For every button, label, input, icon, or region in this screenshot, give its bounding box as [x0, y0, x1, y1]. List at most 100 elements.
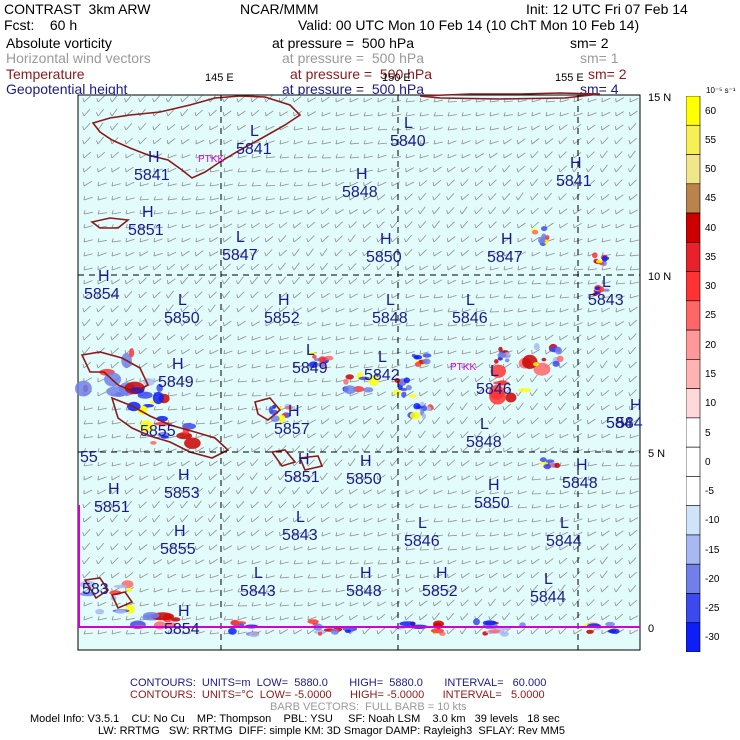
wind-barb [321, 112, 331, 117]
wind-barb [97, 501, 105, 509]
wind-barb-flag [237, 559, 239, 565]
wind-barb-flag [629, 280, 632, 285]
wind-barb [195, 515, 204, 523]
wind-barb-flag [110, 153, 113, 159]
wind-barb-flag [263, 490, 267, 495]
wind-barb-flag [97, 238, 100, 243]
wind-barb [237, 473, 245, 481]
wind-barb-flag [615, 280, 618, 285]
wind-barb-flag [531, 490, 534, 495]
wind-barb [363, 562, 373, 565]
wind-barb [321, 532, 331, 537]
wind-barb [153, 559, 162, 565]
wind-barb-flag [209, 602, 212, 607]
wind-barb-flag [152, 350, 155, 355]
wind-barb [573, 308, 583, 313]
wind-barb [349, 234, 356, 243]
wind-barb [223, 473, 232, 481]
wind-barb [209, 184, 219, 187]
wind-barb-flag [489, 266, 492, 271]
vorticity-blob [602, 288, 610, 292]
wind-barb [111, 502, 120, 509]
wind-barb [517, 599, 525, 607]
wind-barb [223, 529, 232, 537]
wind-barb-flag [475, 279, 477, 285]
wind-barb-flag [573, 209, 575, 215]
wind-barb [377, 154, 387, 159]
wind-barb-flag [587, 308, 590, 313]
wind-barb [475, 560, 485, 565]
wind-barb [545, 268, 555, 271]
wind-barb [265, 236, 274, 243]
wind-barb-flag [489, 377, 491, 383]
wind-barb-flag [83, 196, 86, 201]
wind-barb-flag [97, 630, 100, 635]
wind-barb [601, 281, 611, 285]
wind-barb-flag [138, 560, 141, 565]
wind-barb-flag [502, 196, 505, 201]
wind-barb [531, 282, 542, 285]
vorticity-blob [409, 411, 421, 420]
wind-barb-flag [628, 574, 631, 579]
wind-barb-flag [222, 476, 225, 481]
wind-barb [629, 254, 639, 257]
wind-barb [601, 97, 611, 103]
wind-barb-flag [208, 266, 211, 271]
wind-barb-flag [278, 308, 281, 313]
wind-barb [167, 183, 177, 187]
wind-barb [629, 295, 639, 299]
height-center-value: 5846 [476, 381, 512, 398]
wind-barb [307, 321, 317, 327]
wind-barb-flag [223, 196, 226, 201]
wind-barb [349, 307, 359, 313]
wind-barb [377, 613, 386, 621]
wind-barb [503, 447, 512, 453]
wind-barb-flag [110, 322, 113, 327]
wind-barb [503, 572, 512, 579]
wind-barb-flag [223, 630, 226, 635]
wind-barb-flag [405, 154, 408, 159]
wind-barb-flag [447, 112, 450, 117]
wind-barb-flag [348, 280, 351, 285]
wind-barb-flag [222, 294, 225, 299]
wind-barb-flag [195, 182, 198, 187]
wind-barb-flag [349, 196, 351, 201]
wind-barb [195, 559, 205, 565]
wind-barb-flag [208, 531, 211, 537]
vorticity-blob [556, 355, 564, 362]
coastlines [80, 92, 601, 610]
wind-barb [363, 338, 373, 341]
wind-barb-flag [222, 280, 225, 285]
wind-barb-flag [153, 196, 156, 201]
wind-barb-flag [586, 392, 589, 397]
wind-barb [447, 519, 457, 523]
wind-barb-flag [391, 126, 394, 131]
wind-barb [601, 556, 608, 565]
wind-barb [237, 420, 247, 425]
wind-barb [503, 296, 513, 299]
wind-barb [111, 529, 119, 537]
wind-barb [321, 590, 331, 593]
vorticity-blob [403, 377, 410, 384]
wind-barb-flag [277, 280, 281, 285]
wind-barb [335, 379, 345, 383]
wind-barb-flag [586, 182, 589, 187]
wind-barb [111, 196, 121, 201]
wind-barb-flag [489, 139, 491, 145]
wind-barb-flag [530, 630, 533, 635]
wind-barb [517, 237, 527, 243]
wind-barb [321, 547, 331, 551]
wind-barb [587, 347, 596, 355]
wind-barb [349, 181, 359, 187]
wind-barb [587, 98, 597, 103]
colorbar-tick-label: 10 [705, 398, 717, 410]
wind-barb [97, 391, 107, 397]
wind-barb-flag [97, 196, 100, 201]
wind-barb-flag [475, 308, 478, 313]
wind-barb [587, 361, 595, 369]
wind-barb [377, 235, 385, 243]
wind-barb [545, 113, 555, 117]
wind-barb-flag [390, 420, 393, 425]
wind-barb [335, 127, 345, 131]
wind-barb [363, 459, 371, 467]
